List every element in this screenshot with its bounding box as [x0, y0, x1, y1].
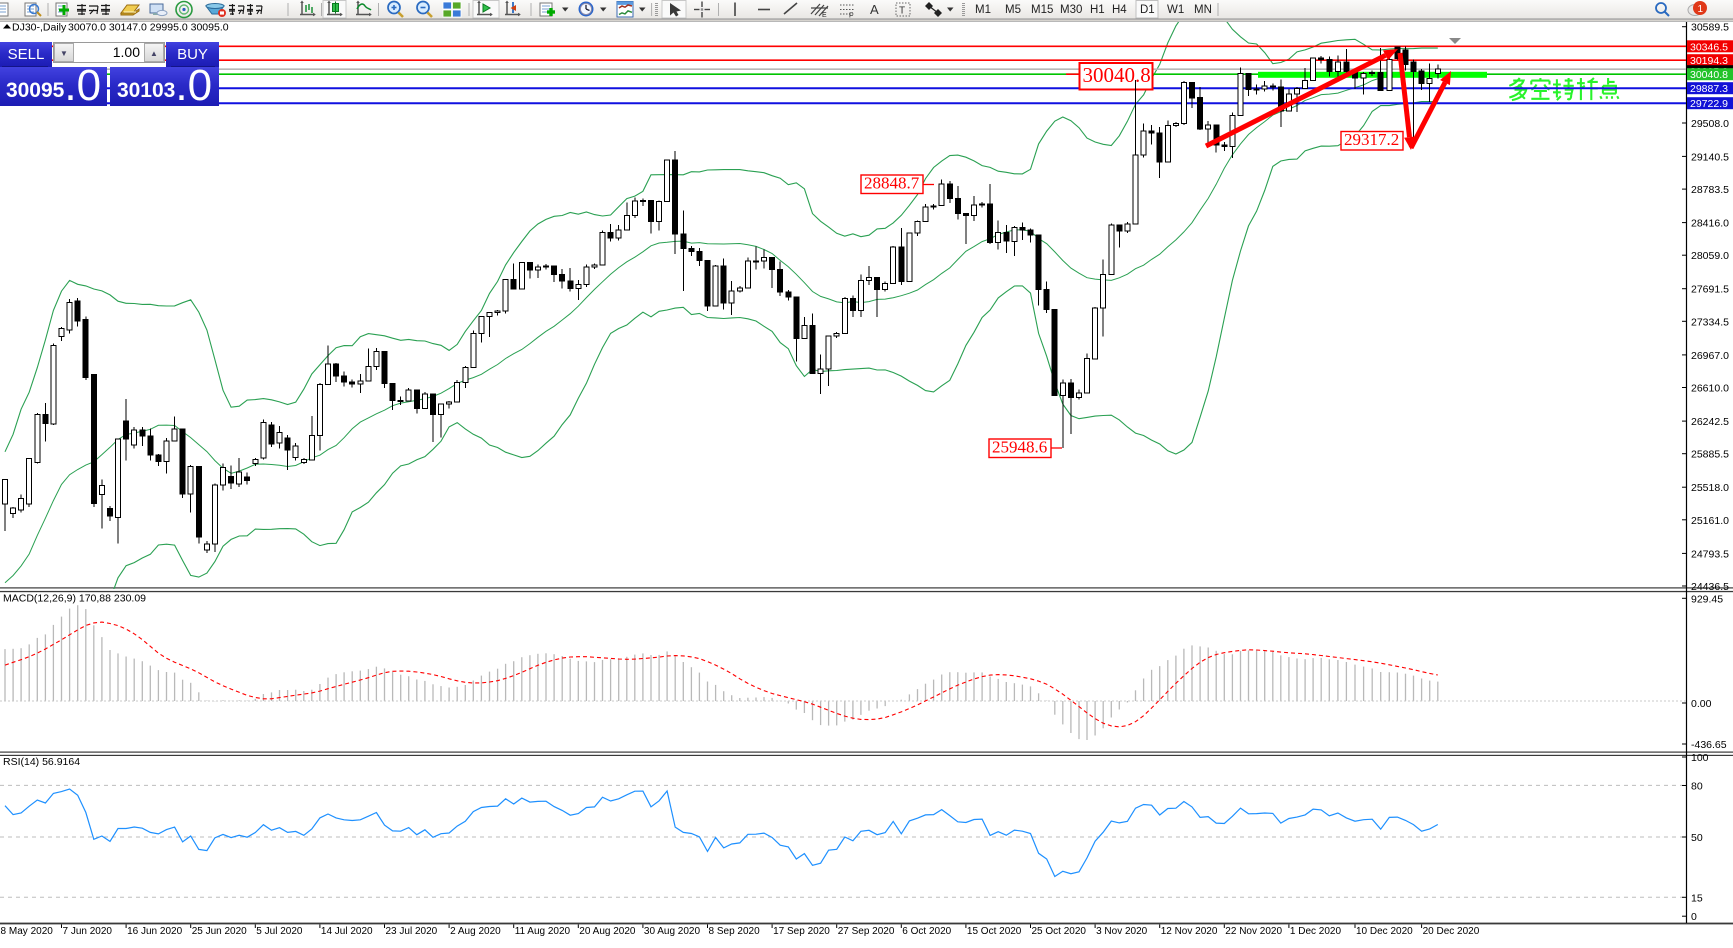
svg-text:28416.0: 28416.0	[1691, 218, 1729, 230]
svg-text:25948.6: 25948.6	[992, 437, 1047, 456]
svg-text:1: 1	[1698, 4, 1704, 15]
svg-text:10 Dec 2020: 10 Dec 2020	[1356, 926, 1413, 937]
svg-text:929.45: 929.45	[1691, 593, 1723, 605]
svg-text:D1: D1	[1140, 4, 1155, 16]
svg-text:30040.8: 30040.8	[1083, 63, 1151, 87]
svg-text:F: F	[849, 13, 853, 20]
svg-text:30070.0 30147.0 29995.0 30095.: 30070.0 30147.0 29995.0 30095.0	[68, 22, 229, 34]
svg-text:29140.5: 29140.5	[1691, 151, 1729, 163]
svg-text:H4: H4	[1112, 4, 1127, 16]
svg-text:27334.5: 27334.5	[1691, 316, 1729, 328]
svg-text:M5: M5	[1005, 4, 1021, 16]
svg-text:RSI(14) 56.9164: RSI(14) 56.9164	[3, 756, 80, 768]
svg-text:MACD(12,26,9) 170,88 230.09: MACD(12,26,9) 170,88 230.09	[3, 593, 146, 605]
svg-text:80: 80	[1691, 781, 1703, 793]
svg-text:29887.3: 29887.3	[1690, 83, 1728, 95]
svg-text:28 May 2020: 28 May 2020	[0, 926, 53, 937]
svg-text:25161.0: 25161.0	[1691, 515, 1729, 527]
svg-text:W1: W1	[1167, 4, 1184, 16]
svg-text:0: 0	[1691, 911, 1697, 923]
svg-text:M1: M1	[975, 4, 991, 16]
svg-text:A: A	[870, 2, 879, 17]
svg-text:30040.8: 30040.8	[1690, 69, 1728, 81]
svg-text:30589.5: 30589.5	[1691, 22, 1729, 34]
svg-text:29508.0: 29508.0	[1691, 118, 1729, 130]
svg-text:25885.5: 25885.5	[1691, 449, 1729, 461]
svg-text:1 Dec 2020: 1 Dec 2020	[1290, 926, 1342, 937]
svg-text:25 Jun 2020: 25 Jun 2020	[192, 926, 247, 937]
svg-text:-436.65: -436.65	[1691, 739, 1727, 751]
svg-text:29722.9: 29722.9	[1690, 98, 1728, 110]
svg-text:T: T	[899, 6, 905, 17]
svg-text:26967.0: 26967.0	[1691, 350, 1729, 362]
svg-text:MN: MN	[1194, 4, 1212, 16]
svg-text:24436.5: 24436.5	[1691, 581, 1729, 593]
svg-text:3 Nov 2020: 3 Nov 2020	[1096, 926, 1148, 937]
svg-text:17 Sep 2020: 17 Sep 2020	[773, 926, 830, 937]
svg-text:16 Jun 2020: 16 Jun 2020	[127, 926, 182, 937]
svg-text:30194.3: 30194.3	[1690, 55, 1728, 67]
svg-text:20 Aug 2020: 20 Aug 2020	[579, 926, 636, 937]
svg-text:14 Jul 2020: 14 Jul 2020	[321, 926, 373, 937]
svg-text:24793.5: 24793.5	[1691, 548, 1729, 560]
svg-text:30346.5: 30346.5	[1690, 41, 1728, 53]
svg-text:28783.5: 28783.5	[1691, 184, 1729, 196]
svg-text:7 Jun 2020: 7 Jun 2020	[63, 926, 113, 937]
svg-text:25 Oct 2020: 25 Oct 2020	[1032, 926, 1087, 937]
svg-text:100: 100	[1691, 752, 1709, 764]
svg-text:M15: M15	[1031, 4, 1053, 16]
svg-text:11 Aug 2020: 11 Aug 2020	[515, 926, 571, 937]
svg-text:5 Jul 2020: 5 Jul 2020	[256, 926, 303, 937]
svg-text:0.00: 0.00	[1691, 698, 1712, 710]
svg-text:28059.0: 28059.0	[1691, 250, 1729, 262]
svg-text:12 Nov 2020: 12 Nov 2020	[1161, 926, 1218, 937]
svg-text:26242.5: 26242.5	[1691, 416, 1729, 428]
svg-text:15: 15	[1691, 892, 1703, 904]
svg-text:20 Dec 2020: 20 Dec 2020	[1423, 926, 1480, 937]
svg-text:22 Nov 2020: 22 Nov 2020	[1225, 926, 1282, 937]
svg-text:8 Sep 2020: 8 Sep 2020	[709, 926, 761, 937]
svg-text:E: E	[822, 12, 827, 19]
svg-text:29317.2: 29317.2	[1344, 130, 1399, 149]
svg-text:23 Jul 2020: 23 Jul 2020	[386, 926, 438, 937]
svg-text:30 Aug 2020: 30 Aug 2020	[644, 926, 701, 937]
svg-text:50: 50	[1691, 832, 1703, 844]
svg-text:M30: M30	[1060, 4, 1082, 16]
svg-text:2 Aug 2020: 2 Aug 2020	[450, 926, 501, 937]
svg-text:15 Oct 2020: 15 Oct 2020	[967, 926, 1022, 937]
svg-text:H1: H1	[1090, 4, 1105, 16]
svg-text:6 Oct 2020: 6 Oct 2020	[902, 926, 951, 937]
svg-text:26610.0: 26610.0	[1691, 383, 1729, 395]
svg-text:DJ30-,Daily: DJ30-,Daily	[12, 22, 67, 34]
svg-text:27 Sep 2020: 27 Sep 2020	[838, 926, 895, 937]
svg-text:28848.7: 28848.7	[864, 173, 920, 192]
svg-text:25518.0: 25518.0	[1691, 482, 1729, 494]
svg-text:27691.5: 27691.5	[1691, 284, 1729, 296]
